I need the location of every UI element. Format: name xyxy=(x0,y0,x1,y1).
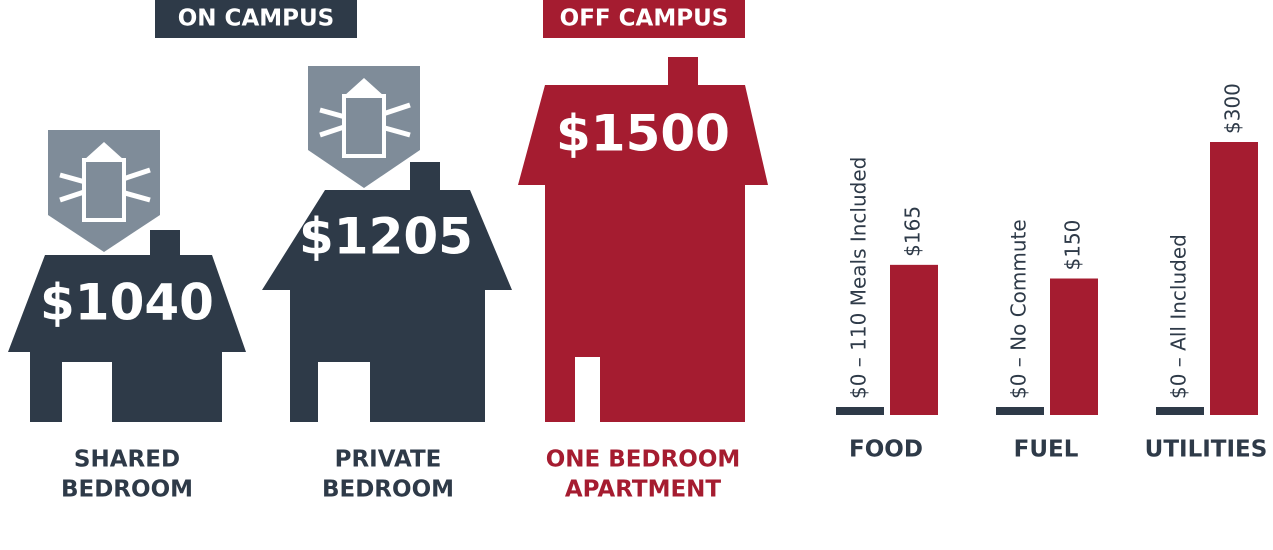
lighthouse-icon xyxy=(48,130,160,252)
off-campus-heading: OFF CAMPUS xyxy=(560,6,729,32)
price: $1040 xyxy=(40,274,214,332)
off-campus-banner xyxy=(543,0,745,38)
lighthouse-icon xyxy=(308,66,420,188)
bar xyxy=(1050,278,1098,415)
housing-label: ONE BEDROOM xyxy=(546,447,741,473)
bar xyxy=(890,264,938,415)
housing-label: BEDROOM xyxy=(61,477,193,503)
housing-label: PRIVATE xyxy=(335,447,442,473)
bar xyxy=(1210,142,1258,415)
house xyxy=(8,230,246,422)
category-label: FOOD xyxy=(849,437,923,463)
bar xyxy=(836,407,884,415)
value-label: $0 – 110 Meals Included xyxy=(847,157,871,399)
value-label: $165 xyxy=(901,206,925,257)
value-label: $0 – All Included xyxy=(1167,234,1191,399)
value-label: $150 xyxy=(1061,220,1085,271)
price: $1500 xyxy=(556,105,730,163)
value-label: $0 – No Commute xyxy=(1007,219,1031,399)
bar xyxy=(1156,407,1204,415)
house xyxy=(518,57,768,422)
house xyxy=(262,162,512,422)
on-campus-banner xyxy=(155,0,357,38)
bar xyxy=(996,407,1044,415)
price: $1205 xyxy=(299,208,473,266)
housing-label: BEDROOM xyxy=(322,477,454,503)
category-label: UTILITIES xyxy=(1145,437,1268,463)
housing-label: SHARED xyxy=(74,447,180,473)
housing-label: APARTMENT xyxy=(565,477,722,503)
on-campus-heading: ON CAMPUS xyxy=(178,6,334,32)
value-label: $300 xyxy=(1221,83,1245,134)
category-label: FUEL xyxy=(1014,437,1079,463)
